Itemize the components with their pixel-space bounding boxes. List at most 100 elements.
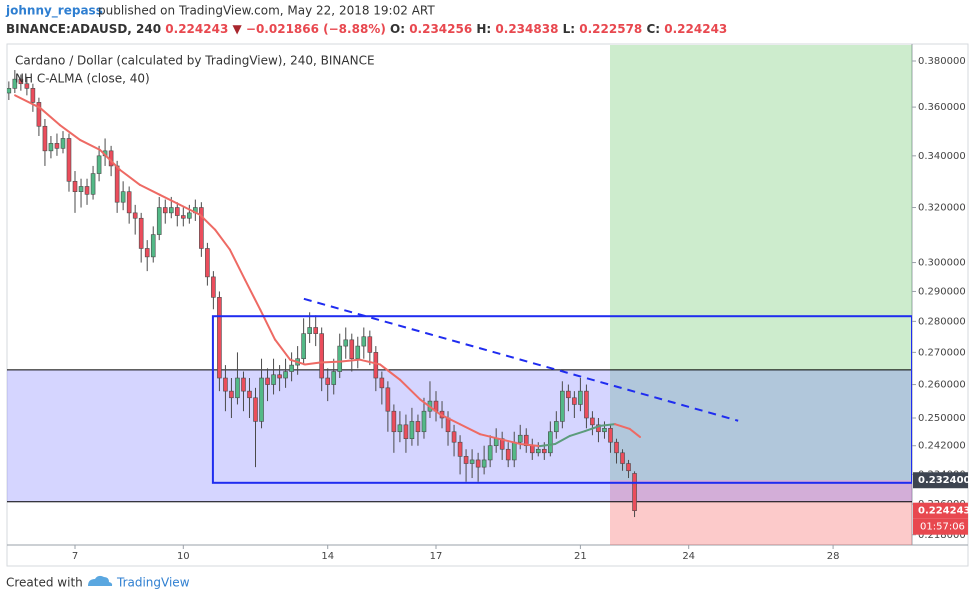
candle-body — [24, 83, 30, 89]
price-label-box — [913, 472, 968, 489]
candle-body — [463, 456, 469, 464]
candle-body — [235, 377, 240, 399]
alma-line — [179, 203, 201, 216]
axes: 0.380000 0.360000 0.340000 0.320000 0.300000… — [72, 56, 971, 562]
candle-body — [517, 434, 523, 443]
candle-body — [373, 352, 379, 379]
candle-body — [349, 339, 355, 360]
alma-line — [338, 358, 361, 363]
alma-line — [259, 308, 276, 341]
candle-body — [361, 336, 367, 347]
alma-line — [79, 138, 101, 151]
ohlc-value: 0.222578 — [579, 22, 642, 36]
candle-body — [457, 441, 463, 457]
candle-body — [451, 431, 457, 443]
candle-body — [138, 217, 144, 249]
candle-body — [541, 448, 547, 454]
candle-body — [247, 390, 252, 399]
candle-body — [560, 390, 565, 422]
ohlc-label: L: — [563, 22, 575, 36]
candle-body — [48, 143, 54, 152]
alma-line — [458, 423, 482, 436]
alma-line — [273, 338, 292, 361]
candle-body — [529, 445, 535, 454]
footer-brand[interactable]: TradingView — [116, 576, 190, 590]
alma-line — [398, 378, 422, 401]
candle-body — [126, 191, 132, 214]
price-label: 0.224243 — [918, 506, 971, 517]
alma-line — [138, 183, 161, 196]
y-tick-label: 0.270000 — [918, 347, 966, 358]
price-label: 0.232400 — [918, 475, 971, 486]
candle-body — [18, 78, 24, 85]
candle-body — [289, 364, 294, 372]
target-zone — [609, 45, 912, 481]
alma-line — [614, 423, 631, 430]
candle-body — [301, 333, 306, 360]
candle-body — [331, 371, 337, 385]
x-tick-label: 21 — [574, 551, 587, 562]
candle-body — [620, 452, 625, 464]
candle-body — [584, 390, 589, 419]
candle-body — [114, 165, 120, 203]
candle-body — [590, 417, 595, 426]
alma-line — [289, 358, 306, 366]
ohlc-label: O: — [390, 22, 405, 36]
candle-body — [566, 390, 571, 399]
candle-body — [30, 88, 36, 103]
chart-frame — [6, 43, 969, 567]
candle-body — [271, 374, 276, 385]
candle-body — [379, 377, 385, 389]
alma-line — [598, 423, 617, 427]
candle-body — [511, 441, 517, 461]
candle-body — [132, 212, 138, 219]
candle-body — [72, 180, 78, 192]
author[interactable]: johnny_repass — [5, 4, 103, 19]
alma-line — [38, 106, 61, 127]
candle-body — [162, 207, 168, 214]
candle-body — [199, 207, 204, 249]
y-tick-label: 0.250000 — [918, 413, 966, 424]
alma-line — [319, 360, 341, 364]
candle-body — [181, 215, 186, 219]
alma-line — [98, 148, 122, 171]
indicator-legend: NH C-ALMA (close, 40) — [15, 72, 150, 86]
candle-body — [205, 248, 210, 278]
candle-body — [66, 138, 72, 182]
candle-body — [535, 448, 541, 454]
drawn-box — [211, 315, 912, 484]
ohlc-value: 0.224243 — [664, 22, 727, 36]
candle-body — [596, 424, 601, 433]
chart-title: Cardano / Dollar (calculated by TradingV… — [15, 54, 375, 68]
candle-body — [90, 173, 96, 195]
price-label-box — [913, 502, 968, 519]
candle-body — [367, 336, 373, 353]
alma-line — [568, 430, 587, 437]
candle-body — [84, 186, 90, 195]
candle-body — [403, 424, 409, 440]
candle-body — [505, 448, 511, 461]
y-tick-label: 0.320000 — [918, 203, 966, 214]
candle-body — [608, 427, 613, 443]
x-tick-label: 17 — [430, 551, 443, 562]
symbol-line: BINANCE:ADAUSD, 240 0.224243 ▼ −0.021866… — [6, 22, 727, 36]
candle-body — [253, 397, 258, 422]
candle-body — [120, 191, 126, 203]
candle-body — [307, 327, 312, 334]
alma-line — [519, 442, 541, 448]
candle-body — [578, 390, 583, 405]
candle-body — [283, 371, 288, 379]
alma-line — [228, 248, 247, 281]
y-tick-label: 0.242000 — [918, 441, 966, 452]
published: published on TradingView.com, May 22, 20… — [98, 4, 435, 18]
candle-body — [572, 397, 577, 405]
candle-body — [211, 276, 216, 298]
candle-body — [391, 410, 397, 433]
alma-line — [419, 398, 441, 416]
candle-body — [96, 155, 102, 174]
last-price: 0.224243 — [165, 22, 228, 36]
price-zone — [7, 369, 912, 502]
y-tick-label: 0.380000 — [918, 56, 966, 67]
trend-line — [303, 297, 739, 422]
